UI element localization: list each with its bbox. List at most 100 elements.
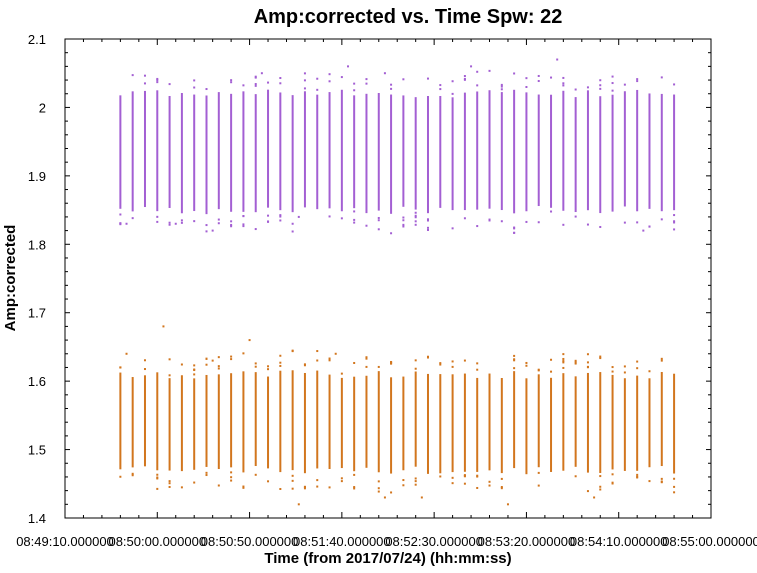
- data-column: [340, 377, 343, 469]
- data-point: [636, 360, 639, 363]
- data-point: [500, 477, 503, 480]
- data-point: [402, 225, 405, 228]
- data-point: [623, 83, 626, 86]
- data-point: [193, 220, 196, 223]
- data-point: [574, 215, 577, 218]
- data-point: [205, 474, 208, 477]
- data-point: [279, 219, 282, 222]
- data-point: [205, 363, 208, 366]
- data-column: [463, 373, 466, 472]
- data-point: [451, 482, 454, 485]
- outlier-point: [297, 215, 300, 218]
- outlier-point: [125, 352, 128, 355]
- data-column: [365, 93, 368, 214]
- data-point: [586, 490, 589, 493]
- data-point: [451, 360, 454, 363]
- data-point: [476, 84, 479, 87]
- data-point: [414, 367, 417, 370]
- data-point: [500, 486, 503, 489]
- plot-frame: [64, 38, 712, 519]
- data-point: [562, 353, 565, 356]
- data-point: [402, 78, 405, 81]
- x-tick-label: 08:51:40.000000: [293, 534, 391, 549]
- data-point: [254, 76, 257, 79]
- data-point: [205, 224, 208, 227]
- data-point: [267, 81, 270, 84]
- data-point: [168, 358, 171, 361]
- data-point: [636, 367, 639, 370]
- data-point: [340, 76, 343, 79]
- data-point: [156, 487, 159, 490]
- data-column: [414, 371, 417, 467]
- data-column: [119, 95, 122, 209]
- data-column: [205, 374, 208, 467]
- data-point: [230, 355, 233, 358]
- data-point: [131, 472, 134, 475]
- data-column: [673, 373, 676, 474]
- data-point: [131, 217, 134, 220]
- data-point: [242, 485, 245, 488]
- data-column: [180, 375, 183, 472]
- data-column: [402, 376, 405, 471]
- data-point: [119, 213, 122, 216]
- data-point: [439, 363, 442, 366]
- data-column: [451, 97, 454, 211]
- data-point: [426, 218, 429, 221]
- data-point: [476, 362, 479, 365]
- data-point: [291, 479, 294, 482]
- data-point: [636, 78, 639, 81]
- data-column: [500, 92, 503, 211]
- data-point: [673, 220, 676, 223]
- data-point: [217, 367, 220, 370]
- data-point: [254, 362, 257, 365]
- data-column: [205, 95, 208, 215]
- data-point: [291, 222, 294, 225]
- data-point: [414, 211, 417, 214]
- data-point: [267, 480, 270, 483]
- data-point: [586, 353, 589, 356]
- data-point: [217, 222, 220, 225]
- data-column: [377, 92, 380, 211]
- data-point: [513, 226, 516, 229]
- data-column: [365, 375, 368, 468]
- data-point: [476, 475, 479, 478]
- data-point: [451, 80, 454, 83]
- data-point: [267, 220, 270, 223]
- y-tick-label: 1.4: [28, 511, 46, 526]
- outlier-point: [211, 359, 214, 362]
- data-point: [660, 357, 663, 360]
- data-point: [365, 365, 368, 368]
- data-point: [586, 365, 589, 368]
- data-point: [414, 223, 417, 226]
- outlier-point: [506, 503, 509, 506]
- data-column: [648, 93, 651, 209]
- data-point: [303, 79, 306, 82]
- data-point: [279, 215, 282, 218]
- data-point: [414, 480, 417, 483]
- data-column: [550, 94, 553, 208]
- data-point: [143, 82, 146, 85]
- data-point: [390, 362, 393, 365]
- data-point: [230, 225, 233, 228]
- data-column: [623, 91, 626, 207]
- data-point: [365, 356, 368, 359]
- data-point: [599, 357, 602, 360]
- data-column: [476, 91, 479, 210]
- data-column: [328, 374, 331, 469]
- data-column: [574, 376, 577, 467]
- data-column: [143, 90, 146, 208]
- data-point: [660, 76, 663, 79]
- y-tick-label: 1.6: [28, 374, 46, 389]
- data-column: [562, 373, 565, 471]
- data-point: [291, 350, 294, 353]
- data-points: [119, 58, 676, 506]
- data-point: [328, 73, 331, 76]
- data-point: [377, 490, 380, 493]
- data-point: [193, 373, 196, 376]
- y-tick-label: 1.9: [28, 169, 46, 184]
- data-point: [230, 223, 233, 226]
- data-point: [353, 486, 356, 489]
- data-point: [586, 86, 589, 89]
- data-point: [574, 362, 577, 365]
